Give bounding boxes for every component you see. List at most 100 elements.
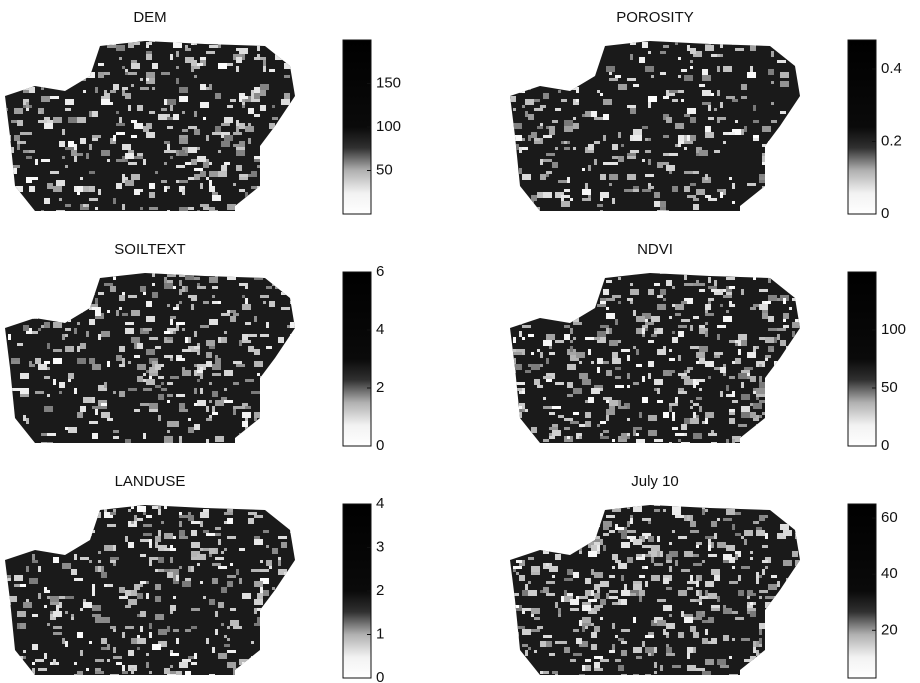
map-pixel	[768, 328, 777, 331]
map-pixel	[627, 355, 630, 361]
map-pixel	[594, 141, 600, 144]
map-pixel	[68, 319, 71, 322]
map-pixel	[149, 367, 158, 373]
map-pixel	[191, 159, 197, 165]
map-pixel	[792, 331, 795, 337]
map-pixel	[227, 581, 233, 587]
map-pixel	[732, 611, 738, 614]
map-pixel	[104, 545, 113, 551]
map-pixel	[552, 66, 561, 72]
map-pixel	[564, 325, 570, 328]
map-pixel	[555, 192, 564, 198]
map-pixel	[708, 301, 711, 304]
map-pixel	[44, 539, 50, 545]
map-pixel	[663, 370, 672, 376]
map-pixel	[699, 84, 705, 87]
map-pixel	[768, 210, 771, 211]
map-pixel	[630, 54, 633, 60]
map-pixel	[149, 409, 158, 412]
map-pixel	[573, 533, 579, 539]
map-pixel	[528, 364, 531, 367]
map-pixel	[215, 126, 221, 132]
map-pixel	[576, 87, 579, 93]
map-pixel	[612, 41, 615, 42]
map-pixel	[104, 382, 107, 388]
map-pixel	[140, 554, 146, 557]
map-pixel	[209, 210, 218, 211]
colorbar-tick-label: 3	[376, 538, 384, 555]
map-pixel	[179, 409, 188, 412]
map-pixel	[510, 349, 516, 352]
map-pixel	[642, 397, 648, 403]
map-pixel	[708, 539, 711, 545]
map-pixel	[606, 313, 615, 319]
map-pixel	[161, 569, 170, 572]
map-pixel	[131, 84, 134, 87]
map-pixel	[236, 150, 245, 156]
map-pixel	[158, 569, 164, 572]
map-pixel	[209, 674, 215, 675]
map-pixel	[759, 177, 768, 180]
map-pixel	[80, 75, 83, 81]
map-pixel	[681, 442, 690, 443]
map-pixel	[143, 524, 152, 527]
map-pixel	[741, 96, 747, 99]
map-pixel	[38, 364, 47, 370]
map-pixel	[654, 505, 660, 506]
map-pixel	[278, 536, 287, 539]
map-pixel	[167, 382, 173, 385]
map-pixel	[675, 433, 684, 436]
map-pixel	[191, 530, 197, 536]
map-pixel	[717, 542, 726, 548]
map-pixel	[780, 674, 786, 675]
map-pixel	[92, 406, 101, 409]
map-pixel	[287, 620, 293, 623]
map-pixel	[783, 560, 792, 566]
map-pixel	[239, 436, 245, 439]
map-pixel	[747, 72, 756, 78]
map-pixel	[651, 545, 660, 551]
map-pixel	[708, 277, 711, 283]
map-pixel	[591, 632, 597, 638]
map-pixel	[164, 355, 173, 358]
map-pixel	[714, 355, 720, 358]
map-pixel	[101, 638, 107, 644]
map-pixel	[32, 554, 35, 560]
map-pixel	[200, 84, 206, 90]
map-pixel	[708, 105, 711, 111]
map-pixel	[170, 54, 173, 60]
map-pixel	[555, 286, 561, 292]
map-pixel	[657, 295, 663, 298]
map-pixel	[669, 551, 678, 557]
map-pixel	[525, 370, 531, 373]
map-pixel	[89, 319, 95, 325]
map-pixel	[224, 512, 233, 515]
map-pixel	[651, 557, 654, 563]
map-pixel	[14, 186, 23, 192]
map-pixel	[561, 201, 570, 207]
map-pixel	[792, 322, 800, 328]
map-pixel	[212, 533, 221, 536]
map-pixel	[281, 207, 290, 211]
map-pixel	[278, 650, 284, 656]
map-pixel	[290, 322, 295, 328]
map-pixel	[5, 409, 8, 415]
map-pixel	[537, 626, 543, 629]
map-pixel	[621, 542, 630, 548]
map-pixel	[8, 207, 17, 211]
map-pixel	[35, 63, 44, 69]
map-pixel	[266, 373, 269, 379]
map-pixel	[5, 659, 14, 665]
map-pixel	[597, 424, 600, 427]
map-pixel	[209, 554, 212, 557]
map-pixel	[11, 536, 14, 539]
map-pixel	[215, 557, 224, 560]
map-pixel	[582, 605, 591, 611]
map-pixel	[137, 105, 143, 111]
map-pixel	[612, 36, 615, 39]
map-pixel	[627, 505, 636, 506]
map-pixel	[41, 325, 44, 328]
map-pixel	[693, 433, 702, 439]
map-pixel	[131, 638, 137, 644]
map-pixel	[747, 268, 753, 271]
